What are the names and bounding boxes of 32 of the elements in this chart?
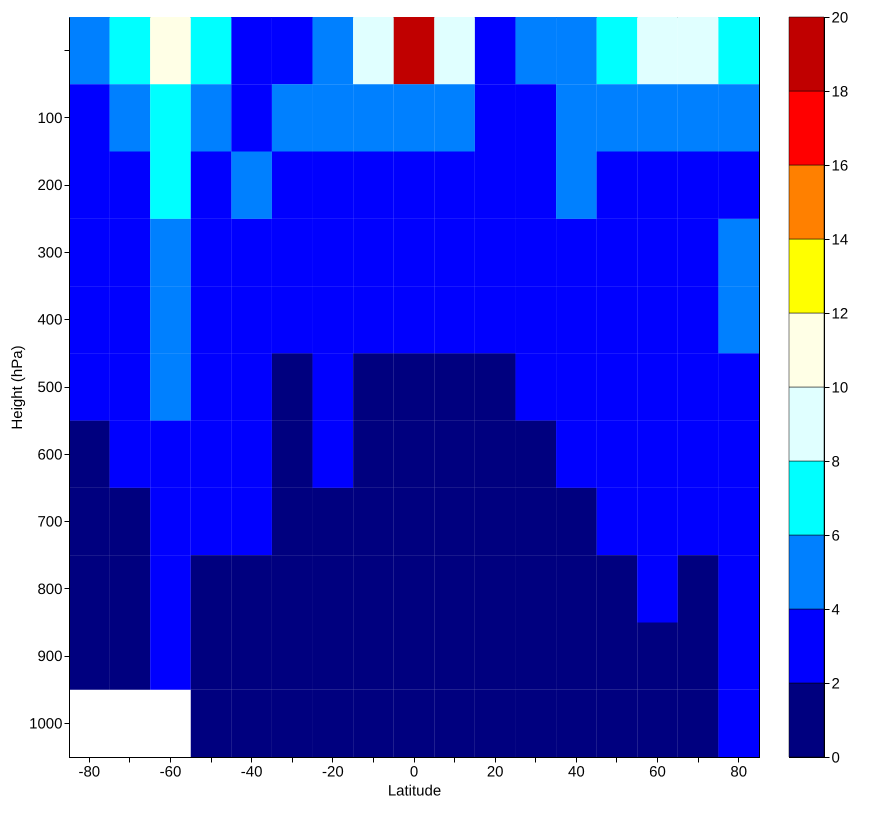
x-tick-label: -80	[78, 764, 100, 780]
color-bar-label: 10	[832, 380, 848, 396]
color-bar-label: 0	[832, 750, 840, 766]
y-tick-label: 800	[37, 580, 62, 598]
color-bar-label: 14	[832, 232, 848, 248]
x-tick-label: 60	[649, 764, 666, 780]
y-tick-label: 200	[37, 177, 62, 194]
x-tick-label: 40	[568, 764, 585, 780]
y-axis-title: Height (hPa)	[9, 345, 26, 430]
color-bar-label: 2	[832, 676, 840, 692]
color-bar-label: 20	[832, 10, 848, 26]
y-tick-label: 400	[37, 312, 62, 329]
y-tick-label: 700	[37, 514, 62, 531]
color-bar-label: 6	[832, 528, 840, 544]
y-tick-label: 300	[37, 244, 62, 262]
y-tick-label: 900	[37, 648, 62, 666]
y-tick-label: 1000	[29, 715, 62, 732]
y-tick-label: 100	[37, 110, 62, 127]
color-bar-label: 8	[832, 454, 840, 470]
x-tick-label: 0	[410, 764, 418, 780]
color-bar-label: 16	[832, 158, 848, 174]
color-bar-label: 4	[832, 602, 840, 618]
y-tick-label: 500	[37, 379, 62, 396]
x-tick-label: -20	[322, 764, 344, 780]
y-tick-label: 600	[37, 446, 62, 464]
color-bar-label: 18	[832, 84, 848, 100]
x-tick-label: 80	[730, 764, 748, 780]
color-bar-label: 12	[832, 306, 848, 322]
x-axis-title: Latitude	[388, 782, 442, 800]
x-tick-label: -60	[160, 764, 182, 780]
x-tick-label: -40	[240, 764, 262, 780]
x-tick-label: 20	[486, 764, 504, 780]
